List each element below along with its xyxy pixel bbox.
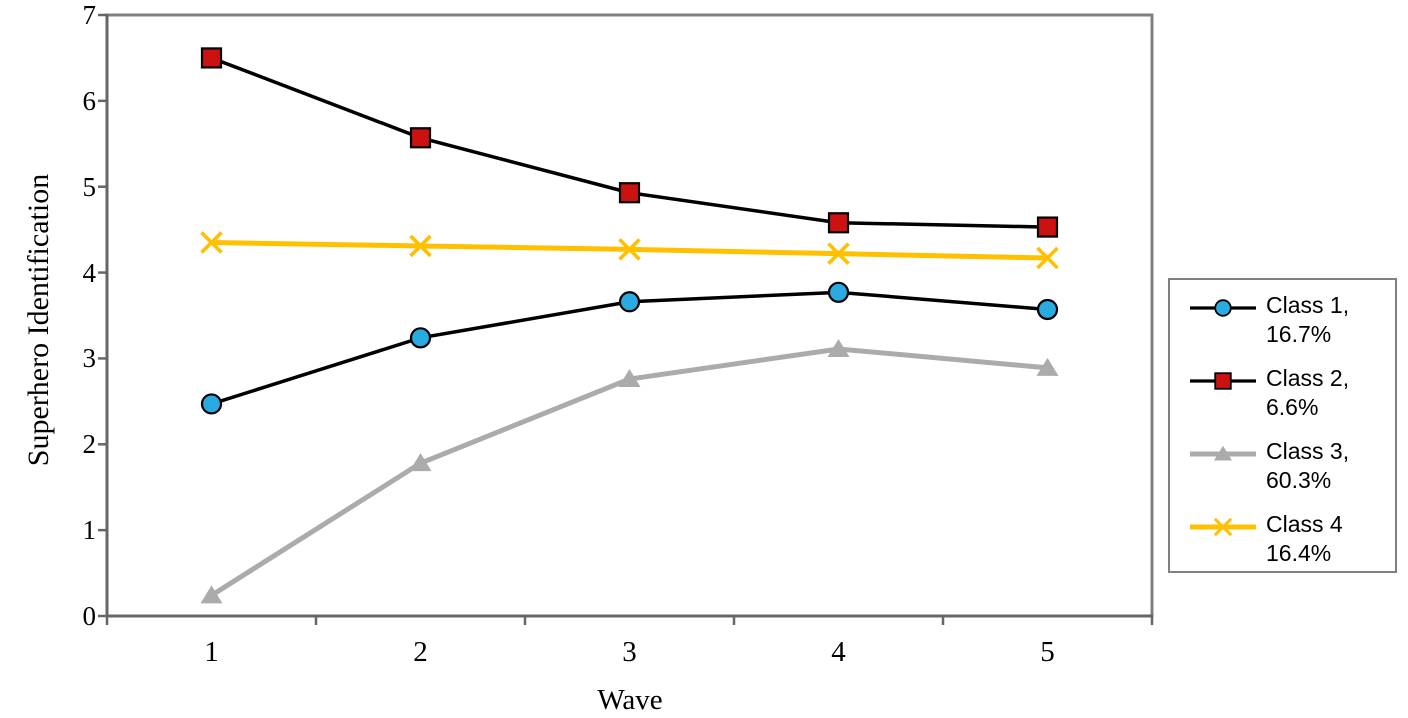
x-marker	[827, 242, 850, 265]
x-marker-stroke	[827, 242, 850, 265]
series-class-2	[200, 47, 1059, 238]
x-tick-label-2: 2	[413, 636, 428, 668]
x-marker	[1036, 246, 1059, 270]
legend-item-class-1: Class 1, 16.7%	[1184, 291, 1395, 349]
legend-label: Class 1, 16.7%	[1266, 291, 1349, 349]
legend-label-name: Class 1,	[1266, 292, 1350, 318]
series-class-1	[200, 281, 1059, 415]
x-tick-label-4: 4	[831, 636, 846, 668]
y-tick-label-0: 0	[82, 601, 97, 631]
circle-marker	[200, 393, 223, 415]
legend: Class 1, 16.7% Class 2, 6.6% Class 3, 60.3% Cl…	[1168, 278, 1397, 573]
triangle-marker	[1036, 357, 1059, 376]
legend-label-percent: 60.3%	[1266, 467, 1332, 493]
legend-item-class-4: Class 4 16.4%	[1184, 510, 1395, 568]
legend-swatch-circle-icon	[1190, 299, 1256, 317]
legend-item-class-2: Class 2, 6.6%	[1184, 364, 1395, 422]
y-tick-label-7: 7	[82, 0, 97, 30]
circle-marker	[1036, 298, 1059, 321]
triangle-marker	[200, 585, 223, 604]
x-marker	[618, 238, 641, 261]
triangle-marker	[1213, 445, 1233, 461]
legend-label-name: Class 2,	[1266, 365, 1350, 391]
series-class-3	[200, 338, 1059, 604]
legend-swatch-square-icon	[1190, 372, 1256, 390]
series-class-4	[200, 231, 1059, 270]
triangle-marker	[827, 338, 850, 357]
triangle-marker	[409, 453, 432, 472]
x-marker-stroke	[1213, 517, 1233, 537]
x-marker	[1213, 517, 1233, 537]
y-tick-label-6: 6	[82, 85, 97, 116]
y-tick-label-3: 3	[82, 343, 97, 374]
x-marker-stroke	[200, 231, 223, 254]
x-marker	[200, 231, 223, 254]
circle-marker	[618, 291, 641, 313]
x-axis-title: Wave	[597, 684, 663, 716]
x-tick-label-3: 3	[622, 636, 637, 668]
x-tick-label-1: 1	[204, 636, 219, 668]
legend-label-percent: 16.7%	[1266, 321, 1332, 347]
x-marker	[409, 234, 432, 258]
square-marker	[618, 182, 641, 204]
y-tick-label-2: 2	[82, 429, 97, 460]
square-marker	[827, 212, 850, 234]
legend-label-percent: 6.6%	[1266, 394, 1319, 420]
legend-label: Class 3, 60.3%	[1266, 437, 1349, 495]
x-marker-stroke	[618, 238, 641, 261]
x-marker-stroke	[1036, 246, 1059, 270]
legend-label-name: Class 3,	[1266, 438, 1350, 464]
square-marker	[409, 127, 432, 149]
y-tick-label-5: 5	[82, 171, 97, 202]
plot-border	[105, 13, 1154, 618]
legend-label: Class 4 16.4%	[1266, 510, 1343, 568]
legend-swatch-x-icon	[1190, 517, 1256, 537]
legend-label-name: Class 4	[1266, 511, 1343, 537]
square-marker	[1036, 216, 1059, 238]
y-tick-label-4: 4	[82, 257, 97, 288]
square-marker	[200, 47, 223, 69]
y-tick-label-1: 1	[82, 515, 97, 546]
square-marker	[1214, 372, 1232, 390]
legend-swatch-triangle-icon	[1190, 445, 1256, 461]
triangle-marker	[618, 369, 641, 388]
legend-label-percent: 16.4%	[1266, 540, 1332, 566]
circle-marker	[409, 327, 432, 349]
circle-marker	[1214, 299, 1232, 317]
x-tick-label-5: 5	[1040, 636, 1055, 668]
legend-item-class-3: Class 3, 60.3%	[1184, 437, 1395, 495]
legend-label: Class 2, 6.6%	[1266, 364, 1349, 422]
circle-marker	[827, 281, 850, 303]
x-marker-stroke	[409, 234, 432, 258]
